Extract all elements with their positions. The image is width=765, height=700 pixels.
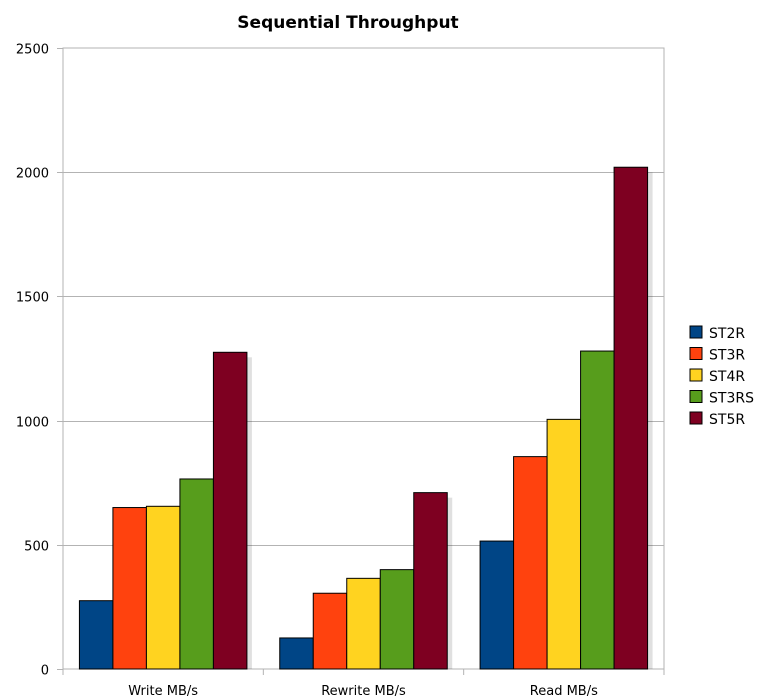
legend-swatch-st2r	[689, 325, 703, 339]
bar-st2r	[78, 600, 114, 670]
legend-swatch-st3rs	[689, 390, 703, 403]
bar-st3rs	[580, 350, 615, 670]
bar-st3r	[312, 592, 348, 670]
bar-st4r	[346, 577, 381, 670]
legend-label: ST3RS	[709, 391, 754, 407]
bar-st5r	[613, 166, 649, 670]
y-tick-label: 500	[24, 540, 49, 555]
legend-label: ST2R	[709, 326, 745, 342]
y-tick-label: 0	[41, 664, 49, 679]
legend-label: ST3R	[709, 348, 745, 364]
y-tick-label: 1000	[16, 416, 49, 431]
legend-swatch-st5r	[689, 411, 703, 425]
bar-st3r	[112, 507, 147, 670]
x-tick-label: Read MB/s	[530, 684, 598, 699]
legend-swatch-st4r	[689, 368, 703, 382]
bar-st4r	[145, 505, 181, 670]
bar-st4r	[546, 418, 582, 670]
y-tick-label: 2500	[16, 43, 49, 58]
x-tick-label: Rewrite MB/s	[321, 684, 406, 699]
legend-label: ST5R	[709, 412, 745, 428]
bar-st5r	[413, 492, 448, 670]
x-tick-label: Write MB/s	[128, 684, 198, 699]
bar-st3r	[513, 456, 548, 670]
bar-st3rs	[179, 478, 214, 670]
y-tick-label: 2000	[16, 167, 49, 182]
legend-swatch-st3r	[689, 347, 703, 360]
bar-st2r	[279, 637, 314, 670]
bar-st5r	[212, 351, 248, 670]
bar-st2r	[479, 540, 515, 670]
legend-label: ST4R	[709, 369, 745, 385]
bar-st3rs	[379, 569, 415, 670]
y-tick-label: 1500	[16, 291, 49, 306]
chart-title: Sequential Throughput	[237, 13, 458, 33]
